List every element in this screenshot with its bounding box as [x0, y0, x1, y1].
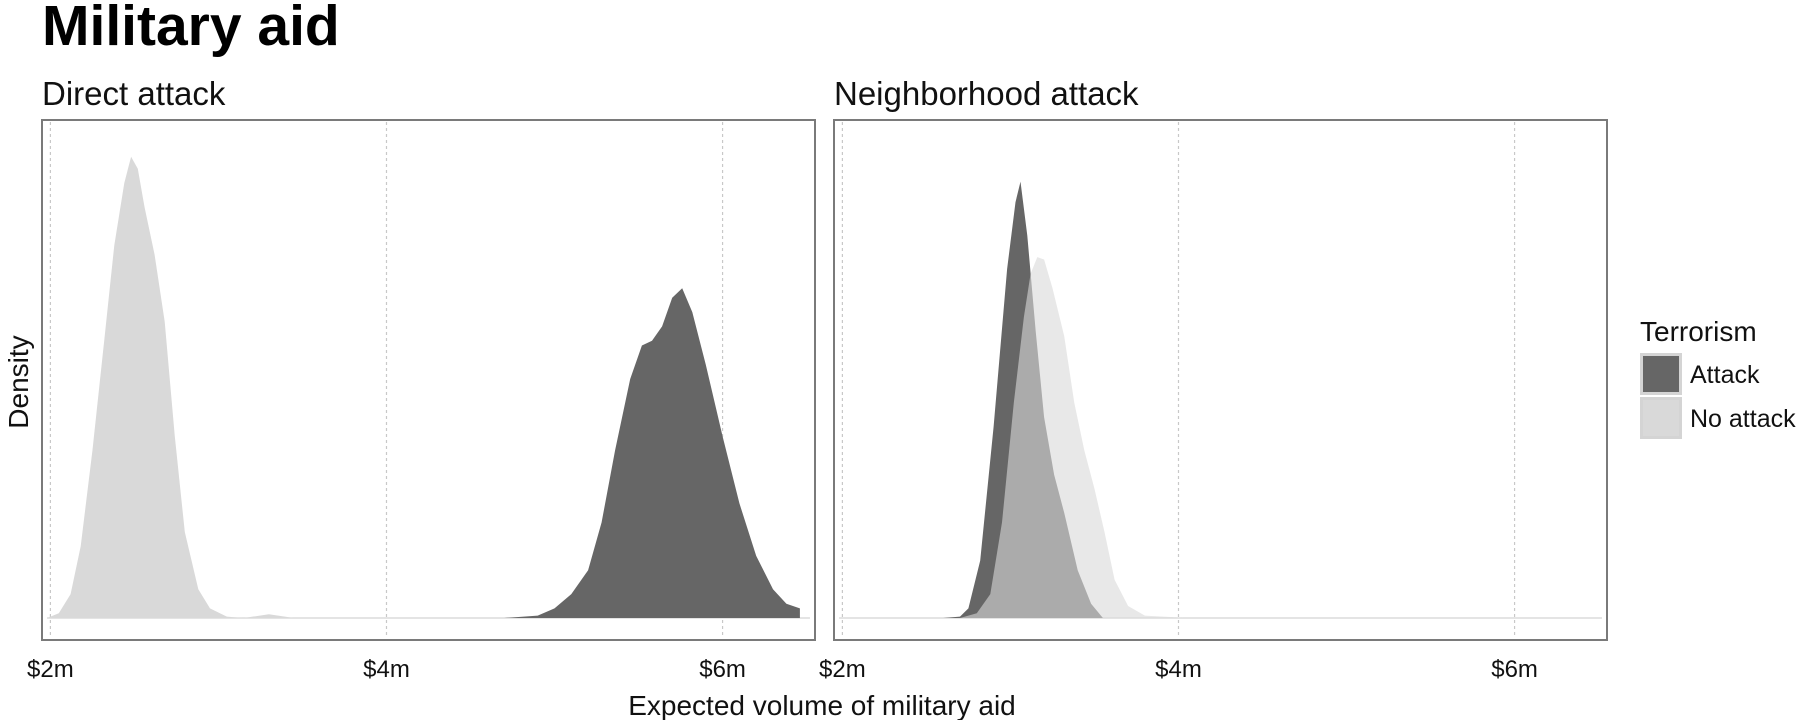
x-tick-label: $2m	[819, 656, 866, 683]
chart-title: Military aid	[42, 0, 340, 58]
legend: Terrorism Attack No attack	[1640, 316, 1796, 439]
density-area-attack	[504, 288, 800, 618]
x-tick-label: $6m	[699, 656, 746, 683]
facet-panel: Direct attack $2m $4m $6m	[27, 75, 816, 683]
facet-title: Direct attack	[42, 75, 226, 112]
density-area-no-attack	[960, 257, 1187, 618]
y-axis-title: Density	[3, 335, 34, 428]
x-axis-title: Expected volume of military aid	[628, 690, 1016, 720]
legend-swatch	[1643, 356, 1679, 392]
panel-border	[833, 119, 1608, 641]
density-area-no-attack	[47, 156, 295, 618]
legend-label: Attack	[1690, 361, 1760, 389]
x-tick-label: $2m	[27, 656, 74, 683]
legend-label: No attack	[1690, 405, 1796, 433]
x-tick-label: $6m	[1491, 656, 1538, 683]
legend-swatch	[1643, 400, 1679, 436]
x-tick-label: $4m	[1155, 656, 1202, 683]
x-tick-label: $4m	[363, 656, 410, 683]
facet-title: Neighborhood attack	[834, 75, 1139, 112]
legend-title: Terrorism	[1640, 316, 1757, 347]
panel-border	[41, 119, 816, 641]
facet-panel: Neighborhood attack $2m $4m $6m	[819, 75, 1608, 683]
